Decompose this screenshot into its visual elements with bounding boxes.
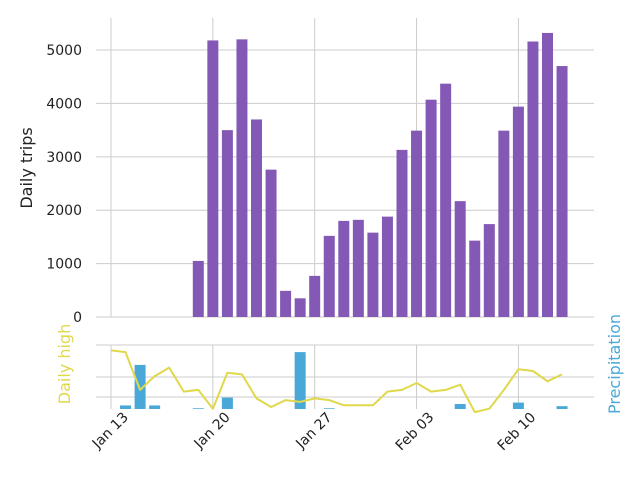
trip-bar: [411, 130, 423, 317]
y-tick-label: 0: [73, 310, 82, 326]
trip-bar: [367, 232, 379, 317]
precipitation-bar: [149, 405, 161, 409]
y-tick-label: 4000: [46, 96, 82, 112]
precipitation-bar: [221, 397, 233, 409]
precipitation-bars: [120, 352, 568, 409]
trip-bar: [338, 220, 350, 317]
weather-grid: [96, 344, 594, 409]
trip-bar: [323, 235, 335, 317]
precipitation-bar: [512, 402, 524, 409]
trip-bar: [294, 298, 306, 317]
trips-bars: [192, 32, 568, 318]
trip-bar: [207, 40, 219, 318]
trips-y-label: Daily trips: [17, 127, 36, 208]
trip-bar: [498, 130, 510, 317]
trip-bar: [265, 169, 277, 317]
precipitation-bar: [323, 408, 335, 409]
daily-high-line: [110, 349, 563, 414]
trip-bar: [425, 99, 437, 317]
trip-bar: [381, 216, 393, 317]
trip-bar: [512, 106, 524, 317]
trip-bar: [309, 275, 321, 317]
trip-bar: [280, 290, 292, 317]
trip-bar: [483, 224, 495, 317]
precipitation-bar: [294, 352, 306, 409]
daily-high-series: [110, 349, 563, 414]
trip-bar: [542, 32, 553, 317]
precipitation-bar: [192, 408, 204, 409]
trip-bar: [251, 119, 262, 317]
precipitation-bar: [454, 404, 466, 409]
trip-bar: [527, 41, 539, 317]
trips-y-ticks: 0 1000 2000 3000 4000 5000: [46, 43, 82, 326]
trip-bar: [556, 66, 568, 317]
x-tick-label: Jan 13: [89, 410, 132, 453]
x-ticks: Jan 13 Jan 20 Jan 27 Feb 03 Feb 10: [89, 410, 539, 455]
y-tick-label: 3000: [46, 150, 82, 166]
x-tick-label: Feb 03: [393, 410, 438, 455]
y-tick-label: 2000: [46, 203, 82, 219]
precipitation-bar: [120, 405, 132, 409]
precipitation-bar: [556, 406, 568, 409]
precipitation-label: Precipitation: [605, 314, 624, 414]
trip-bar: [221, 130, 233, 317]
trip-bar: [192, 260, 204, 317]
precipitation-bar: [134, 364, 146, 409]
y-tick-label: 1000: [46, 257, 82, 273]
trip-bar: [352, 219, 364, 317]
x-tick-label: Feb 10: [495, 410, 540, 455]
trip-bar: [440, 83, 452, 317]
trip-bar: [454, 201, 466, 317]
trip-bar: [396, 149, 408, 317]
y-tick-label: 5000: [46, 43, 82, 59]
daily-high-label: Daily high: [55, 324, 74, 404]
x-tick-label: Jan 20: [191, 410, 234, 453]
trip-bar: [236, 39, 248, 317]
x-tick-label: Jan 27: [292, 410, 335, 453]
trip-bar: [469, 240, 481, 317]
